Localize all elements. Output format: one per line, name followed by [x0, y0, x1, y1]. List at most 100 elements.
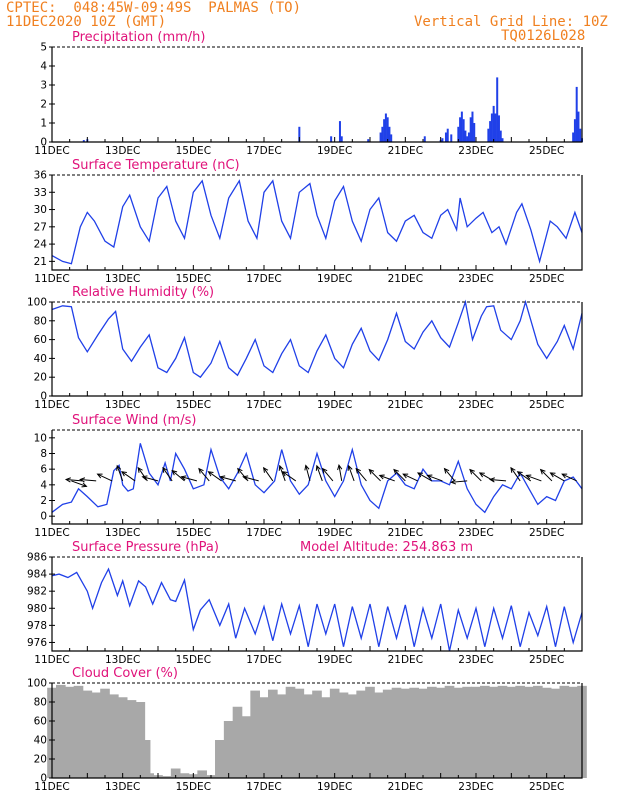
y-tick-label: 40 [34, 353, 47, 365]
precip-bar [457, 126, 460, 142]
cloud-bar [215, 740, 225, 778]
x-tick-label: 25DEC [529, 399, 564, 411]
cloud-bar [179, 773, 190, 778]
wind-arrow [80, 479, 97, 482]
precip-bar [501, 138, 504, 142]
x-tick-label: 23DEC [458, 527, 493, 539]
x-tick-label: 17DEC [246, 527, 281, 539]
x-tick-label: 23DEC [458, 781, 493, 793]
precip-bar [464, 130, 467, 142]
wind-arrow [355, 468, 367, 482]
wind-arrow-head [137, 466, 143, 473]
y-tick-label: 36 [34, 170, 48, 182]
x-tick-label: 23DEC [458, 273, 493, 285]
precip-bar [579, 128, 582, 142]
y-tick-label: 0 [40, 391, 47, 403]
wind-arrow [402, 473, 418, 482]
wind-arrow-head [242, 475, 249, 481]
x-tick-label: 17DEC [246, 399, 281, 411]
cloud-bar [391, 687, 402, 778]
wind-arrow-head [355, 467, 361, 474]
y-tick-label: 24 [34, 239, 48, 251]
y-tick-label: 6 [40, 464, 47, 476]
y-tick-label: 33 [34, 187, 47, 199]
header-grid-note: Vertical Grid Line: 10Z [414, 14, 608, 30]
header-run-time: 11DEC2020 10Z (GMT) [6, 14, 167, 30]
y-tick-label: 984 [27, 569, 47, 581]
cloud-bar [356, 690, 366, 778]
wind-arrow-head [416, 472, 423, 478]
x-tick-label: 23DEC [458, 399, 493, 411]
x-tick-label: 13DEC [105, 781, 140, 793]
wind-arrow-head [219, 475, 226, 481]
cloud-bar [100, 688, 110, 778]
wind-panel: 0 2 4 6 8 10 11DEC 13DEC 15DEC 17DEC 19DEC 21DEC 23D… [34, 413, 583, 539]
cloud-bar [374, 692, 384, 778]
cloud-bar [162, 776, 172, 778]
y-tick-label: 0 [40, 137, 47, 149]
x-tick-label: 13DEC [105, 527, 140, 539]
y-tick-label: 30 [34, 204, 47, 216]
precip-bar [441, 138, 444, 142]
cloud-bar [515, 685, 525, 778]
wind-arrow [316, 465, 323, 482]
y-tick-label: 100 [27, 678, 47, 690]
precip-bar [340, 136, 343, 142]
cloud-title: Cloud Cover (%) [72, 666, 178, 681]
y-tick-label: 5 [40, 42, 47, 54]
wind-arrow-head [347, 464, 353, 471]
cloud-bar [329, 688, 340, 778]
wind-arrow-head [81, 482, 88, 488]
wind-arrow [208, 471, 222, 482]
wind-arrow-head [120, 471, 127, 477]
wind-arrow-head [198, 467, 204, 474]
wind-arrow [220, 476, 236, 482]
wind-arrow [263, 467, 274, 482]
cloud-bar [462, 686, 472, 778]
y-tick-label: 60 [34, 716, 47, 728]
x-tick-label: 17DEC [246, 654, 281, 666]
x-tick-label: 13DEC [105, 399, 140, 411]
wind-arrow-head [281, 471, 288, 477]
cloud-bar [471, 686, 481, 778]
precip-bar [379, 132, 382, 142]
wind-arrow-head [443, 467, 450, 474]
y-tick-label: 986 [27, 552, 47, 564]
cloud-bar [312, 690, 322, 778]
panel-frame [51, 175, 583, 271]
wind-arrow [137, 467, 148, 482]
rh-title: Relative Humidity (%) [72, 285, 214, 300]
x-tick-label: 11DEC [34, 273, 69, 285]
cloud-bar [497, 685, 508, 778]
cloud-bar [82, 690, 93, 778]
header-station: CPTEC: 048:45W-09:49S PALMAS (TO) [6, 0, 302, 16]
wind-arrow-head [304, 464, 310, 471]
precip-bar [446, 128, 449, 142]
wind-arrow [526, 474, 542, 482]
x-tick-label: 13DEC [105, 273, 140, 285]
x-tick-label: 13DEC [105, 654, 140, 666]
x-tick-label: 21DEC [388, 399, 423, 411]
x-tick-label: 25DEC [529, 781, 564, 793]
panel-frame [51, 47, 583, 143]
x-tick-label: 15DEC [176, 654, 211, 666]
x-tick-label: 23DEC [458, 145, 493, 157]
wind-series-line [51, 443, 583, 514]
y-tick-label: 2 [40, 99, 47, 111]
cloud-bar [170, 768, 181, 778]
wind-title: Surface Wind (m/s) [72, 413, 196, 428]
wind-arrow [451, 480, 468, 483]
cloud-bar [236, 749, 246, 778]
wind-arrow [71, 480, 87, 487]
cloud-bar [347, 694, 358, 778]
wind-arrow-head [278, 464, 284, 471]
y-tick-label: 3 [40, 80, 47, 92]
precip-bar [384, 113, 387, 142]
precip-bar [492, 105, 495, 142]
y-tick-label: 100 [27, 297, 47, 309]
precip-bar [471, 111, 474, 142]
precip-bar [383, 119, 386, 142]
y-tick-label: 27 [34, 221, 47, 233]
cloud-bar [259, 697, 269, 778]
